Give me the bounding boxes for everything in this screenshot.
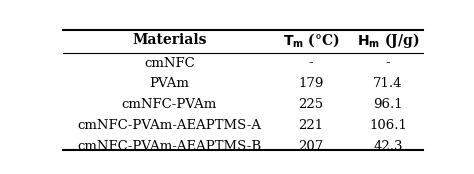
Text: 96.1: 96.1 [373,98,403,111]
Text: $\mathbf{H_m}$ (J/g): $\mathbf{H_m}$ (J/g) [357,31,419,50]
Text: -: - [386,57,391,70]
Text: PVAm: PVAm [149,77,190,90]
Text: cmNFC-PVAm-AEAPTMS-B: cmNFC-PVAm-AEAPTMS-B [77,140,262,153]
Text: 221: 221 [298,119,323,132]
Text: cmNFC: cmNFC [144,57,195,70]
Text: cmNFC-PVAm-AEAPTMS-A: cmNFC-PVAm-AEAPTMS-A [77,119,262,132]
Text: 42.3: 42.3 [374,140,403,153]
Text: Materials: Materials [132,33,207,47]
Text: 207: 207 [298,140,324,153]
Text: cmNFC-PVAm: cmNFC-PVAm [122,98,217,111]
Text: $\mathbf{T_m}$ (°C): $\mathbf{T_m}$ (°C) [283,31,339,49]
Text: 225: 225 [298,98,323,111]
Text: -: - [309,57,313,70]
Text: 106.1: 106.1 [369,119,407,132]
Text: 179: 179 [298,77,324,90]
Text: 71.4: 71.4 [374,77,403,90]
